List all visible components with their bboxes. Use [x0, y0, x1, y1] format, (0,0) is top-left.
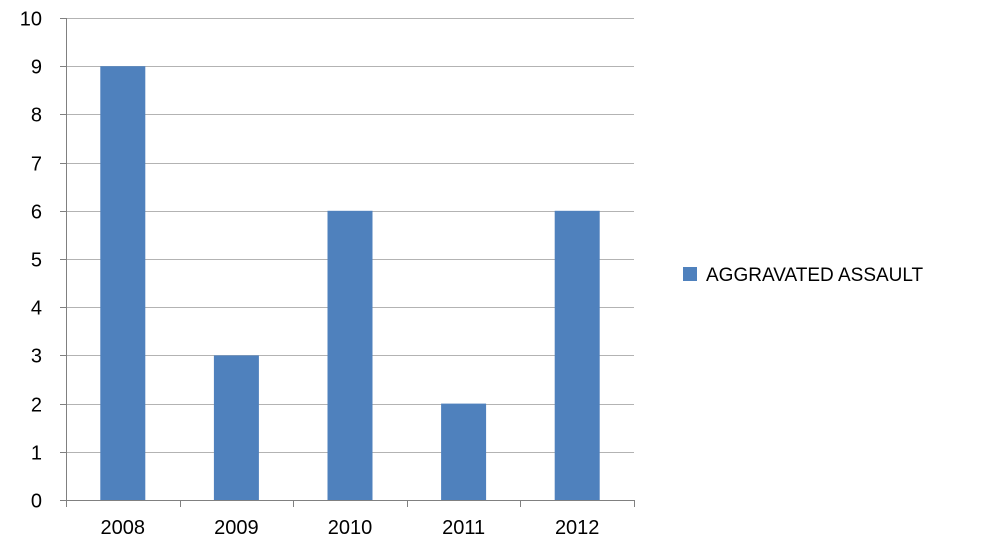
- y-tick-label: 4: [31, 298, 42, 320]
- x-axis-tick-labels: 2008 2009 2010 2011 2012: [101, 517, 600, 539]
- y-axis-tick-labels: 0 1 2 3 4 5 6 7 8 9 10: [20, 9, 42, 513]
- bar-2008: [100, 66, 146, 500]
- legend-swatch: [683, 267, 697, 281]
- y-tick-label: 10: [20, 9, 42, 31]
- x-tick-label: 2008: [101, 517, 146, 539]
- y-tick-label: 7: [31, 154, 42, 176]
- x-tick-label: 2012: [555, 517, 600, 539]
- y-tick-label: 1: [31, 443, 42, 465]
- y-tick-label: 6: [31, 202, 42, 224]
- y-tick-label: 3: [31, 346, 42, 368]
- bar-2010: [327, 210, 373, 501]
- legend: AGGRAVATED ASSAULT: [683, 265, 924, 286]
- bar-2009: [213, 355, 259, 500]
- y-tick-label: 5: [31, 250, 42, 272]
- x-tick-label: 2011: [442, 517, 485, 539]
- bar-2012: [554, 210, 600, 501]
- x-tick-label: 2009: [214, 517, 259, 539]
- legend-label: AGGRAVATED ASSAULT: [706, 265, 924, 286]
- y-tick-label: 8: [31, 105, 42, 127]
- axes: [60, 18, 635, 507]
- y-tick-label: 2: [31, 395, 42, 417]
- y-tick-label: 9: [31, 57, 42, 79]
- x-tick-label: 2010: [328, 517, 373, 539]
- bar-2011: [441, 403, 487, 500]
- bars: [100, 66, 600, 501]
- y-tick-label: 0: [31, 491, 42, 513]
